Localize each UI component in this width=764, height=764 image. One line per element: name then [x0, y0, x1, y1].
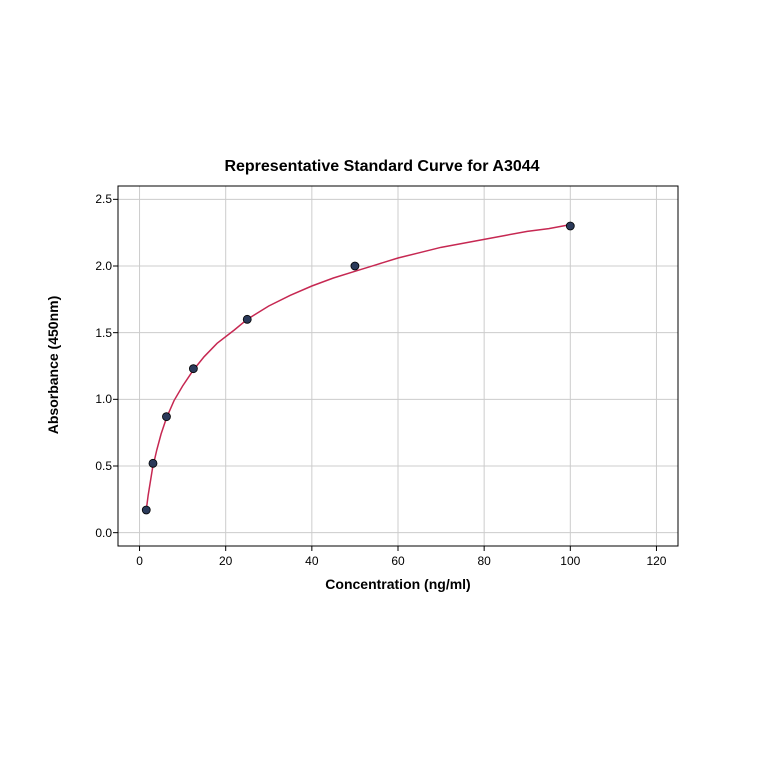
x-axis-label: Concentration (ng/ml) — [118, 576, 678, 592]
x-tick-label: 80 — [477, 554, 490, 568]
data-point — [149, 459, 157, 467]
y-axis-label: Absorbance (450nm) — [45, 265, 61, 465]
data-point — [566, 222, 574, 230]
y-tick-label: 1.0 — [84, 392, 112, 406]
x-tick-label: 100 — [560, 554, 580, 568]
y-tick-label: 0.5 — [84, 459, 112, 473]
chart-title: Representative Standard Curve for A3044 — [0, 158, 764, 176]
plot-area — [118, 186, 678, 546]
chart-container: Representative Standard Curve for A3044 … — [0, 0, 764, 764]
y-tick-label: 2.5 — [84, 192, 112, 206]
y-tick-label: 2.0 — [84, 259, 112, 273]
x-tick-label: 60 — [391, 554, 404, 568]
plot-svg — [118, 186, 678, 546]
y-tick-label: 0.0 — [84, 526, 112, 540]
data-point — [162, 413, 170, 421]
x-tick-label: 120 — [646, 554, 666, 568]
x-tick-label: 40 — [305, 554, 318, 568]
data-point — [351, 262, 359, 270]
data-point — [243, 315, 251, 323]
x-tick-label: 20 — [219, 554, 232, 568]
x-tick-label: 0 — [136, 554, 143, 568]
data-point — [142, 506, 150, 514]
grid-layer — [118, 186, 678, 546]
data-point — [189, 365, 197, 373]
y-tick-label: 1.5 — [84, 326, 112, 340]
